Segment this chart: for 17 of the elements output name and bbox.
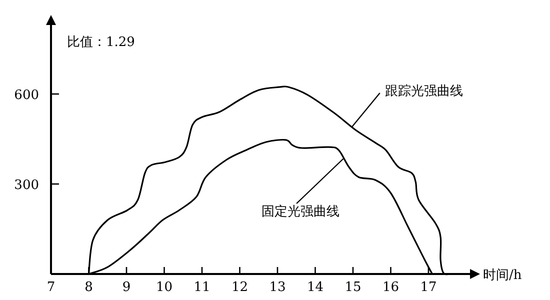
x-tick: 17 xyxy=(420,280,437,295)
x-tick: 7 xyxy=(46,280,56,295)
annotation: 固定光强曲线 xyxy=(262,204,340,220)
x-tick: 9 xyxy=(122,280,131,295)
annotation: 比值：1.29 xyxy=(67,35,135,50)
x-tick: 14 xyxy=(306,280,324,295)
x-tick: 12 xyxy=(231,280,248,295)
x-label: 时间/h xyxy=(483,268,522,283)
x-tick: 10 xyxy=(156,280,173,295)
x-tick: 16 xyxy=(382,280,399,295)
y-tick: 300 xyxy=(14,178,39,193)
x-tick: 8 xyxy=(84,280,93,295)
x-tick: 13 xyxy=(269,280,286,295)
annotation: 跟踪光强曲线 xyxy=(384,84,463,99)
x-tick: 15 xyxy=(344,280,362,295)
y-tick: 600 xyxy=(14,88,39,103)
x-tick: 11 xyxy=(194,280,210,295)
